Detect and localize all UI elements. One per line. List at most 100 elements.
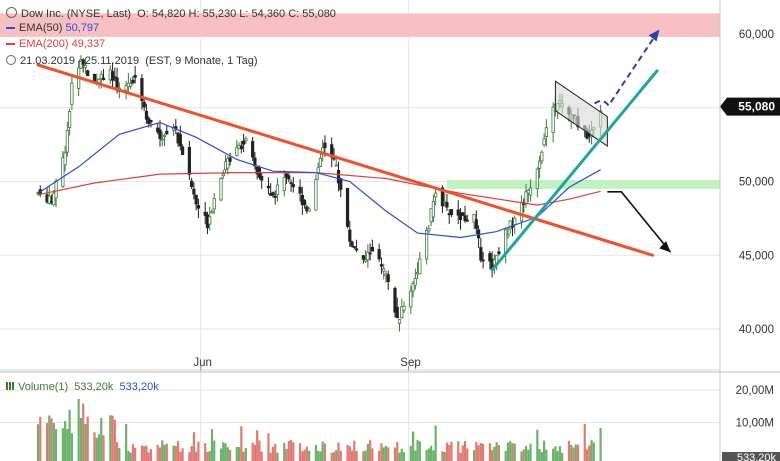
volume-bar <box>161 440 164 461</box>
volume-bar <box>140 445 144 461</box>
candle-body <box>377 249 381 260</box>
volume-bar <box>274 443 277 461</box>
candle-body <box>140 78 144 101</box>
volume-bar <box>244 447 247 461</box>
candle-body <box>402 306 406 311</box>
volume-bar <box>45 423 49 461</box>
volume-bar <box>321 441 324 461</box>
candle-body <box>266 185 271 189</box>
period-info: (EST, 9 Monate, 1 Tag) <box>145 55 258 67</box>
candle-body <box>440 187 445 207</box>
candle-body <box>273 195 277 198</box>
volume-bar <box>396 442 399 461</box>
candle-body <box>434 192 438 198</box>
volume-bar <box>219 448 223 461</box>
volume-bar <box>174 446 177 461</box>
volume-bar <box>378 450 381 461</box>
volume-bar <box>572 447 575 461</box>
candle-body <box>298 186 302 194</box>
candle-body <box>472 213 476 223</box>
volume-bar <box>411 431 415 461</box>
volume-bar <box>181 448 184 461</box>
volume-bar <box>402 452 406 461</box>
volume-bar <box>346 444 349 461</box>
volume-icon <box>6 382 14 390</box>
uptrend-trendline <box>490 69 659 272</box>
volume-bar <box>495 442 498 461</box>
volume-bar <box>414 450 417 461</box>
candle-body <box>528 187 533 196</box>
candle-body <box>190 180 194 187</box>
bullish-arrow-head <box>648 29 660 42</box>
candle-body <box>513 217 517 225</box>
volume-bar <box>491 450 494 461</box>
candle-body <box>537 160 542 169</box>
ema50-legend[interactable]: EMA(50) 50,797 <box>6 22 99 35</box>
volume-tick-label: 20,00M <box>736 385 774 397</box>
candle-body <box>158 129 162 139</box>
volume-bar <box>48 415 51 461</box>
volume-bar <box>260 451 263 461</box>
volume-bar <box>68 409 71 461</box>
volume-bar <box>493 446 496 461</box>
candle-body <box>61 157 65 187</box>
ema200-legend[interactable]: EMA(200) 49,337 <box>6 38 105 51</box>
volume-bar <box>583 423 586 461</box>
volume-bar <box>145 445 148 461</box>
volume-bar <box>380 443 383 461</box>
volume-bar <box>529 443 532 461</box>
volume-bar <box>292 442 295 461</box>
volume-bar <box>176 440 180 461</box>
volume-bar <box>366 443 369 461</box>
volume-bar <box>237 447 241 461</box>
volume-bar <box>36 424 40 461</box>
candle-body <box>110 71 115 81</box>
ema50-swatch <box>6 27 15 30</box>
last-price-label: 55,080 <box>738 100 775 114</box>
candle-body <box>149 119 153 123</box>
candle-body <box>54 180 58 199</box>
volume-label: Volume(1) <box>18 381 69 393</box>
volume-bar <box>574 444 577 461</box>
trendlines <box>36 63 659 272</box>
candle-body <box>70 82 74 105</box>
volume-bar <box>425 449 428 461</box>
volume-bar <box>93 432 96 461</box>
instrument-icon <box>6 7 17 18</box>
candle-body <box>370 246 374 252</box>
candle-body <box>242 140 246 145</box>
volume-bar <box>156 444 159 461</box>
volume-bar <box>61 428 64 461</box>
volume-bar <box>129 452 132 461</box>
candle-body <box>334 164 338 167</box>
candle-body <box>361 255 365 260</box>
flag-channel <box>554 80 608 148</box>
volume-bar <box>109 415 112 461</box>
volume-bar <box>70 433 73 461</box>
volume-bar <box>267 433 270 461</box>
candle-body <box>81 59 85 65</box>
candle-body <box>47 195 51 204</box>
volume-bar <box>481 443 485 461</box>
volume-legend[interactable]: Volume(1) 533,20k 533,20k <box>6 381 159 394</box>
candle-body <box>474 219 478 229</box>
candle-body <box>488 253 492 262</box>
candle-body <box>212 198 216 210</box>
volume-bar <box>258 440 261 461</box>
candle-body <box>366 251 370 261</box>
volume-value-blue: 533,20k <box>119 381 159 393</box>
volume-bar <box>323 443 327 461</box>
volume-bar <box>350 450 354 461</box>
candle-body <box>275 184 280 195</box>
candle-body <box>352 246 356 248</box>
chart-header-instrument: Dow Inc. (NYSE, Last) O: 54,820 H: 55,23… <box>6 6 336 21</box>
candle-body <box>314 179 318 211</box>
candle-body <box>65 130 69 153</box>
candle-body <box>187 146 191 175</box>
candle-body <box>83 64 88 68</box>
support-zone <box>446 180 720 189</box>
volume-bar <box>86 416 89 461</box>
volume-bar <box>416 440 419 461</box>
ema50-label: EMA(50) <box>19 22 63 34</box>
